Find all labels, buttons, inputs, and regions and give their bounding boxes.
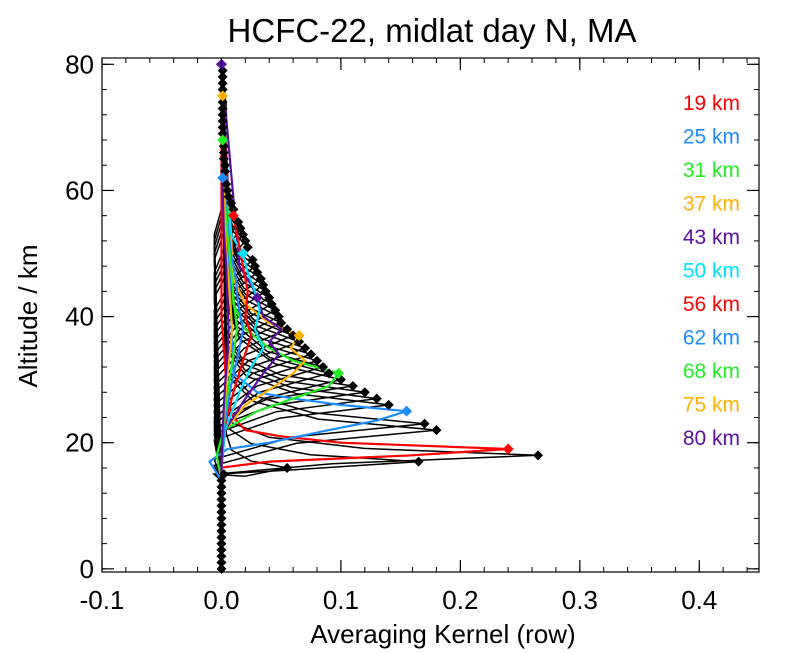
- x-tick-label: -0.1: [80, 585, 125, 615]
- x-tick-label: 0.2: [442, 585, 478, 615]
- series-marker: [401, 406, 412, 417]
- legend-entry: 25 km: [683, 126, 740, 149]
- y-tick-label: 0: [80, 554, 94, 584]
- y-tick-label: 80: [65, 49, 94, 79]
- series-marker: [217, 90, 228, 101]
- x-tick-label: 0.3: [562, 585, 598, 615]
- series-marker: [503, 444, 514, 455]
- legend-entry: 62 km: [683, 327, 740, 350]
- legend-entry: 19 km: [683, 92, 740, 115]
- y-tick-label: 20: [65, 428, 94, 458]
- diagonal-marker: [420, 419, 430, 429]
- legend-entry: 43 km: [683, 226, 740, 249]
- y-axis-label: Altitude / km: [13, 244, 43, 387]
- legend-entry: 68 km: [683, 360, 740, 383]
- legend-entry: 31 km: [683, 159, 740, 182]
- plot-frame: [102, 58, 759, 572]
- diagonal-marker: [431, 425, 441, 435]
- colored-series-group: [210, 64, 509, 537]
- diagonal-marker: [533, 450, 543, 460]
- legend: 19 km 25 km 31 km 37 km 43 km 50 km 56 km 62 km…: [683, 92, 740, 450]
- x-tick-label: 0.4: [681, 585, 717, 615]
- x-tick-label: 0.1: [323, 585, 359, 615]
- legend-entry: 56 km: [683, 293, 740, 316]
- diagonal-marker: [372, 394, 382, 404]
- axes-group: -0.1 0.0 0.1 0.2 0.3 0.4 0 20 40 60 80: [65, 49, 759, 615]
- y-tick-label: 40: [65, 302, 94, 332]
- black-kernel-lines: [214, 64, 538, 537]
- legend-entry: 75 km: [683, 394, 740, 417]
- legend-entry: 50 km: [683, 260, 740, 283]
- diagonal-marker: [414, 457, 424, 467]
- x-axis-label: Averaging Kernel (row): [310, 619, 575, 649]
- diagonal-marker: [360, 387, 370, 397]
- legend-entry: 80 km: [683, 427, 740, 450]
- chart-title: HCFC-22, midlat day N, MA: [228, 12, 637, 49]
- series-line: [219, 64, 508, 537]
- legend-entry: 37 km: [683, 193, 740, 216]
- diagonal-marker: [282, 463, 292, 473]
- y-tick-label: 60: [65, 175, 94, 205]
- x-tick-label: 0.0: [203, 585, 239, 615]
